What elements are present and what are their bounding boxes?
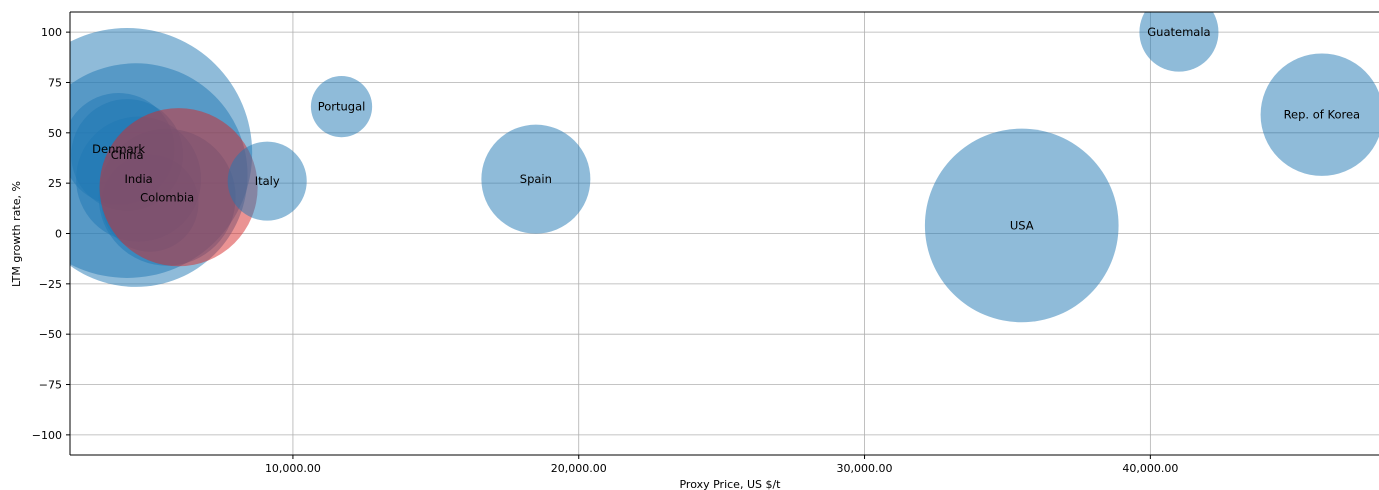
bubble-label: Guatemala (1147, 25, 1210, 39)
y-tick-label: 50 (48, 127, 62, 140)
x-tick-label: 20,000.00 (551, 462, 607, 475)
bubble-label: India (124, 172, 152, 186)
y-tick-label: −75 (39, 379, 62, 392)
y-axis-label: LTM growth rate, % (10, 181, 23, 287)
bubble-label: Denmark (92, 142, 145, 156)
bubble-label: USA (1010, 218, 1034, 232)
x-tick-label: 10,000.00 (265, 462, 321, 475)
bubble-label: China (111, 148, 144, 162)
y-tick-label: 25 (48, 177, 62, 190)
y-tick-label: 0 (55, 228, 62, 241)
bubble-label: Colombia (140, 190, 194, 204)
bubble-usa (924, 128, 1119, 323)
x-axis-label: Proxy Price, US $/t (679, 478, 781, 490)
y-tick-label: 100 (41, 26, 62, 39)
bubble-rep-of-korea (1260, 53, 1379, 176)
x-tick-label: 30,000.00 (837, 462, 893, 475)
bubble-label: Portugal (318, 100, 366, 114)
x-tick-label: 40,000.00 (1122, 462, 1178, 475)
y-tick-label: 75 (48, 76, 62, 89)
y-tick-label: −50 (39, 328, 62, 341)
bubble-guatemala (1139, 12, 1219, 72)
bubble (99, 108, 258, 267)
bubble-label: Italy (255, 174, 280, 188)
bubble-portugal (310, 76, 373, 138)
bubble-label: Spain (520, 172, 552, 186)
bubble-label: Rep. of Korea (1284, 108, 1361, 122)
axes: 10,000.00 20,000.00 30,000.00 40,000.00 100 7… (32, 11, 1379, 475)
y-tick-label: −25 (39, 278, 62, 291)
bubble-italy (227, 141, 307, 221)
bubble-spain (481, 124, 591, 234)
grid-lines (70, 12, 1379, 455)
y-tick-label: −100 (32, 429, 62, 442)
bubbles (70, 12, 1379, 323)
